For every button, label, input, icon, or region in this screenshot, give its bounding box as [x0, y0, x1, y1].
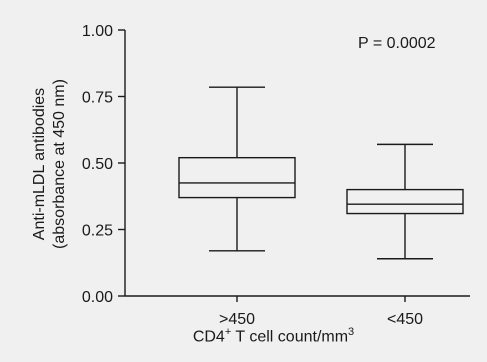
y-axis-label-line1: Anti-mLDL antibodies: [31, 87, 48, 241]
x-axis-label: CD4+ T cell count/mm3: [192, 326, 355, 346]
y-tick-label: 0.50: [82, 156, 113, 173]
p-value-annotation: P = 0.0002: [358, 35, 436, 52]
y-tick-label: 1.00: [82, 23, 113, 40]
x-tick-label: <450: [387, 311, 423, 328]
iqr-box: [178, 156, 296, 199]
x-tick-label: >450: [219, 311, 255, 328]
y-tick-label: 0.00: [82, 289, 113, 306]
y-tick-label: 0.75: [82, 90, 113, 107]
y-tick-label: 0.25: [82, 223, 113, 240]
y-axis-label-line2: (absorbance at 450 nm): [51, 79, 68, 249]
iqr-box: [346, 188, 464, 215]
